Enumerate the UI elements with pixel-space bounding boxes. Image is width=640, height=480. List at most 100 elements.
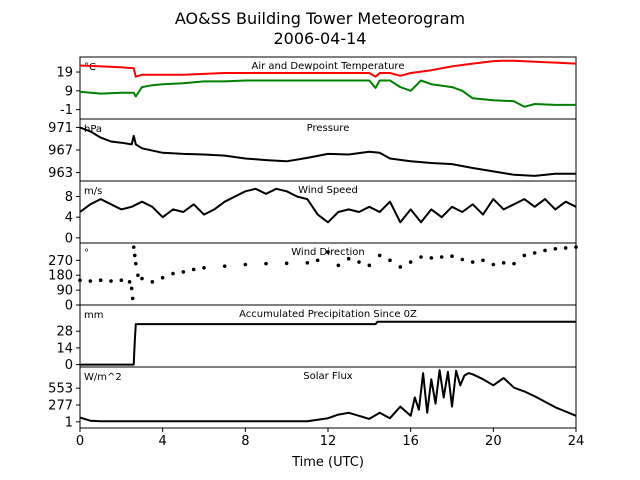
panel-title: Air and Dewpoint Temperature xyxy=(252,61,405,72)
y-tick-label: 277 xyxy=(48,399,73,414)
panel-unit: W/m^2 xyxy=(84,372,122,383)
data-point xyxy=(136,273,140,278)
data-point xyxy=(171,271,175,276)
y-tick-label: 0 xyxy=(65,299,73,314)
data-point xyxy=(377,253,382,258)
data-point xyxy=(131,245,136,249)
data-point xyxy=(429,256,434,260)
data-point xyxy=(129,286,134,291)
x-tick-label: 8 xyxy=(241,434,249,449)
series-line-precip xyxy=(80,320,576,366)
y-tick-label: 0 xyxy=(65,231,73,246)
y-tick-label: 8 xyxy=(65,190,73,205)
panel-unit: ° xyxy=(84,248,89,259)
data-point xyxy=(388,258,392,263)
panels: -1 9 19 °C Air and Dewpoint Temperature 963 96… xyxy=(48,56,578,432)
y-tick-label: 180 xyxy=(48,269,73,284)
data-point xyxy=(470,260,475,264)
data-point xyxy=(150,280,155,284)
data-point xyxy=(264,261,268,266)
x-tick-label: 0 xyxy=(76,434,84,449)
panel-title: Wind Speed xyxy=(298,185,358,196)
data-point xyxy=(367,263,372,268)
y-tick-label: 1 xyxy=(65,415,73,430)
x-tick-label: 16 xyxy=(402,434,419,449)
x-tick-label: 24 xyxy=(568,434,585,449)
data-point xyxy=(450,254,454,259)
panel-unit: hPa xyxy=(84,124,102,135)
data-point xyxy=(574,245,578,249)
y-tick-label: 0 xyxy=(65,358,73,373)
data-point xyxy=(130,296,135,301)
data-point xyxy=(491,262,496,267)
y-tick-label: 4 xyxy=(65,211,73,226)
panel-title: Pressure xyxy=(307,123,350,134)
panel-title: Solar Flux xyxy=(303,371,353,382)
data-point xyxy=(522,253,527,258)
x-tick-label: 20 xyxy=(485,434,502,449)
panel-title: Accumulated Precipitation Since 0Z xyxy=(239,309,417,320)
x-tick-label: 4 xyxy=(159,434,167,449)
figure-subtitle: 2006-04-14 xyxy=(274,29,367,48)
data-point xyxy=(109,279,113,283)
y-tick-label: 90 xyxy=(56,284,73,299)
data-point xyxy=(305,261,310,265)
data-point xyxy=(78,278,82,283)
data-point xyxy=(181,270,186,274)
data-point xyxy=(222,264,227,268)
panel-unit: m/s xyxy=(84,186,102,197)
data-point xyxy=(563,246,568,250)
panel-unit: mm xyxy=(84,310,103,321)
data-point xyxy=(357,260,361,264)
y-tick-label: 553 xyxy=(48,382,73,397)
data-point xyxy=(243,262,248,267)
data-point xyxy=(132,253,137,258)
data-point xyxy=(134,261,138,266)
data-point xyxy=(119,278,124,283)
series-line-speed xyxy=(79,187,577,224)
data-point xyxy=(202,266,206,270)
data-point xyxy=(439,255,444,259)
y-tick-label: 963 xyxy=(48,166,73,181)
data-point xyxy=(532,251,537,255)
series-line-dewpoint xyxy=(79,79,576,108)
panel-air-and-dewpoint-temperature: -1 9 19 °C Air and Dewpoint Temperature xyxy=(56,56,577,120)
y-tick-label: 967 xyxy=(48,144,73,159)
data-point xyxy=(326,250,330,254)
x-axis: 0 4 8 12 16 20 24 xyxy=(76,434,584,449)
panel-wind-speed: 0 4 8 m/s Wind Speed xyxy=(65,180,577,246)
data-point xyxy=(284,261,289,266)
data-point xyxy=(98,278,103,283)
data-point xyxy=(501,261,506,265)
data-point xyxy=(346,256,351,261)
data-point xyxy=(481,258,485,263)
series-line-air xyxy=(79,59,577,78)
data-point xyxy=(543,248,547,253)
figure-title: AO&SS Building Tower Meteorogram xyxy=(175,9,465,28)
data-point xyxy=(191,267,196,272)
data-point xyxy=(398,265,403,269)
data-point xyxy=(88,279,93,283)
y-tick-label: 19 xyxy=(56,66,73,81)
series-line-pressure xyxy=(79,126,576,177)
data-point xyxy=(553,246,558,251)
y-tick-label: 28 xyxy=(56,325,73,340)
data-point xyxy=(408,260,413,264)
y-tick-label: 9 xyxy=(65,84,73,99)
data-point xyxy=(315,258,320,263)
data-point xyxy=(512,261,516,266)
data-point xyxy=(336,263,341,268)
x-tick-label: 12 xyxy=(320,434,337,449)
y-tick-label: -1 xyxy=(60,103,73,118)
data-point xyxy=(140,276,144,281)
series-line-solar xyxy=(79,369,577,423)
y-tick-label: 14 xyxy=(56,341,73,356)
panel-unit: °C xyxy=(84,62,96,73)
data-point xyxy=(127,280,132,284)
data-point xyxy=(160,275,165,280)
data-point xyxy=(419,255,423,259)
